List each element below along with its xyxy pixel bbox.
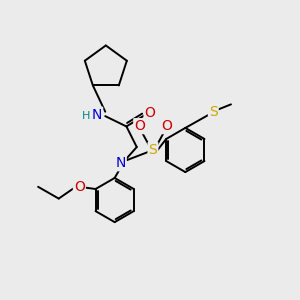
Text: H: H bbox=[82, 111, 90, 121]
Text: N: N bbox=[92, 108, 102, 122]
Text: O: O bbox=[134, 119, 145, 133]
Text: O: O bbox=[74, 180, 85, 194]
Text: S: S bbox=[148, 143, 157, 157]
Text: O: O bbox=[145, 106, 155, 120]
Text: S: S bbox=[209, 105, 218, 119]
Text: O: O bbox=[161, 119, 172, 133]
Text: N: N bbox=[116, 156, 126, 170]
